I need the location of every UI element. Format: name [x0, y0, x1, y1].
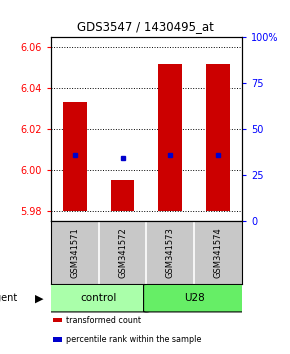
Text: control: control	[80, 293, 117, 303]
Bar	[158, 64, 182, 211]
Bar	[53, 318, 62, 322]
FancyBboxPatch shape	[144, 284, 245, 312]
Text: U28: U28	[184, 293, 205, 303]
Text: GSM341573: GSM341573	[166, 227, 175, 278]
Text: GDS3547 / 1430495_at: GDS3547 / 1430495_at	[77, 20, 213, 33]
Bar	[53, 337, 62, 342]
Bar	[63, 102, 87, 211]
Text: GSM341574: GSM341574	[214, 227, 223, 278]
Text: GSM341572: GSM341572	[118, 227, 127, 278]
Text: transformed count: transformed count	[66, 315, 141, 325]
FancyBboxPatch shape	[48, 284, 149, 312]
Text: ▶: ▶	[35, 293, 44, 303]
Text: percentile rank within the sample: percentile rank within the sample	[66, 335, 202, 344]
Text: GSM341571: GSM341571	[70, 227, 79, 278]
Bar	[110, 180, 135, 211]
Text: agent: agent	[0, 293, 17, 303]
Bar	[206, 64, 230, 211]
